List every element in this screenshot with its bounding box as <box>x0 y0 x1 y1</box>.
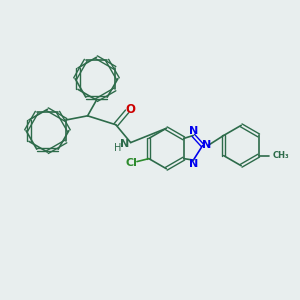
Text: O: O <box>125 103 135 116</box>
Text: N: N <box>202 140 212 150</box>
Text: N: N <box>189 159 198 169</box>
Text: CH₃: CH₃ <box>273 151 289 160</box>
Text: N: N <box>189 126 198 136</box>
Text: Cl: Cl <box>125 158 137 168</box>
Text: N: N <box>119 139 129 149</box>
Text: H: H <box>114 143 121 153</box>
